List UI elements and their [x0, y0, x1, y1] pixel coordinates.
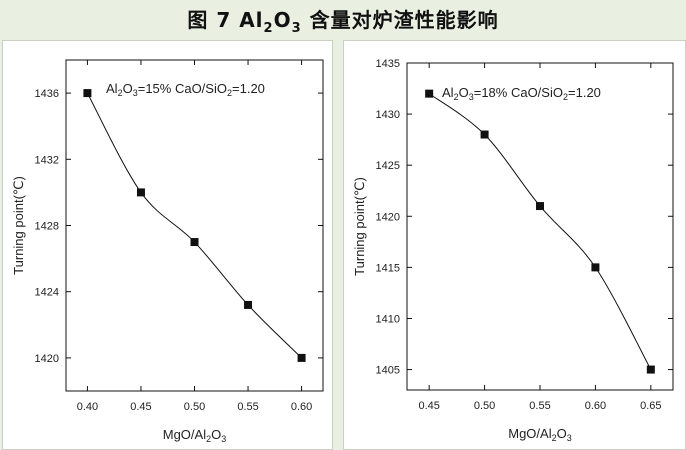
right-data-point [646, 365, 655, 374]
right-y-tick-label: 1425 [376, 160, 400, 172]
figure-title-prefix: 图 7 Al [187, 8, 264, 32]
right-fit-curve [428, 93, 652, 370]
right-x-tick-label: 0.45 [418, 400, 439, 412]
left-x-tick-label: 0.45 [130, 401, 151, 413]
right-y-axis-label: Turning point(℃) [352, 177, 367, 276]
left-data-point [190, 238, 199, 247]
left-y-axis-label: Turning point(℃) [11, 176, 26, 275]
right-y-tick-label: 1410 [376, 313, 400, 325]
right-y-tick-label: 1405 [376, 365, 400, 377]
chart-panel-right: 0.45 0.50 0.55 0.60 0.65 1405 1410 1415 1420 1425… [343, 40, 686, 450]
left-x-axis-label: MgO/Al2O3 [163, 427, 227, 444]
left-y-tick-label: 1436 [35, 88, 59, 100]
left-data-point [297, 353, 306, 362]
figure-title-sub2: 3 [291, 21, 302, 36]
right-x-tick-label: 0.65 [640, 400, 661, 412]
left-data-point [136, 188, 145, 197]
right-x-axis-label: MgO/Al2O3 [508, 426, 572, 443]
left-y-tick-label: 1420 [35, 353, 59, 365]
right-x-tick-label: 0.60 [585, 400, 606, 412]
left-data-point [244, 300, 253, 309]
right-y-tick-label: 1415 [376, 262, 400, 274]
figure-title-sub1: 2 [263, 21, 274, 36]
left-x-tick-label: 0.50 [184, 401, 205, 413]
figure-title-mid: O [273, 8, 292, 32]
right-y-tick-label: 1430 [376, 109, 400, 121]
right-plot-frame [406, 62, 674, 391]
figure-title-suffix: 含量对炉渣性能影响 [301, 8, 499, 32]
right-data-point [536, 202, 544, 211]
left-y-tick-label: 1428 [35, 221, 59, 233]
left-annotation: Al2O3=15% CaO/SiO2=1.20 [106, 81, 265, 98]
right-annotation: Al2O3=18% CaO/SiO2=1.20 [442, 85, 601, 102]
right-y-tick-label: 1435 [376, 58, 400, 70]
chart-panel-left: 0.40 0.45 0.50 0.55 0.60 1420 1424 1428 1432 1436… [2, 40, 333, 450]
right-data-point [425, 89, 434, 98]
left-fit-curve [86, 92, 302, 359]
left-x-tick-label: 0.55 [237, 401, 258, 413]
left-x-tick-label: 0.60 [291, 401, 312, 413]
left-y-tick-label: 1432 [35, 154, 59, 166]
left-x-tick-label: 0.40 [77, 401, 98, 413]
figure-title: 图 7 Al2O3 含量对炉渣性能影响 [0, 4, 686, 36]
right-y-tick-label: 1420 [376, 211, 400, 223]
left-data-point [83, 89, 92, 98]
right-data-point [591, 263, 600, 272]
right-x-tick-label: 0.55 [529, 400, 550, 412]
right-data-point [480, 130, 489, 139]
chart-right-svg: 0.45 0.50 0.55 0.60 0.65 1405 1410 1415 1420 1425… [352, 58, 674, 443]
right-x-tick-label: 0.50 [474, 400, 495, 412]
chart-left-svg: 0.40 0.45 0.50 0.55 0.60 1420 1424 1428 1432 1436… [11, 59, 324, 444]
left-y-tick-label: 1424 [35, 287, 59, 299]
